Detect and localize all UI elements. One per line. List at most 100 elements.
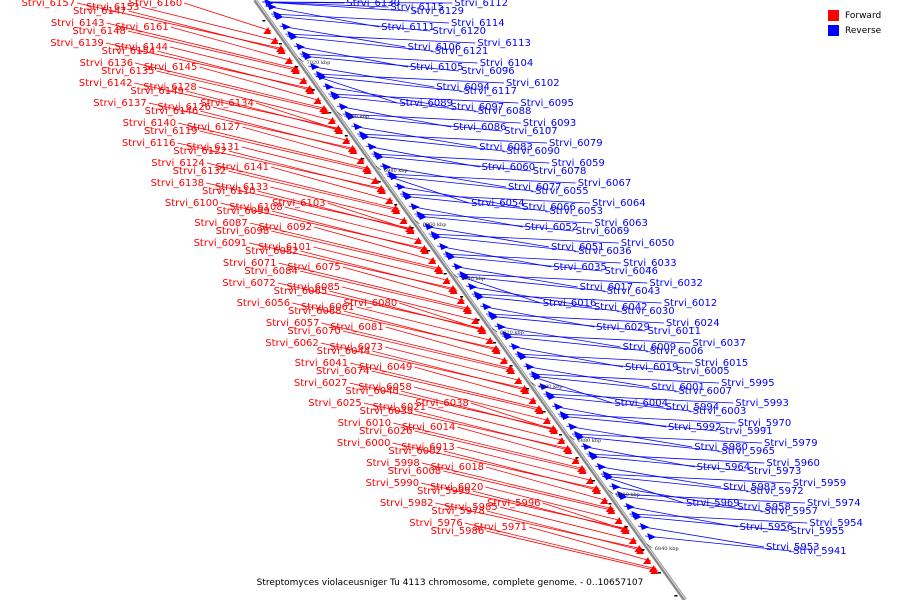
reverse-gene-label: Strvi_6094: [436, 82, 490, 93]
forward-gene-label: Strvi_5976: [409, 518, 463, 529]
reverse-gene-label: Strvi_5993: [735, 398, 789, 409]
axis-marker: [476, 319, 480, 321]
leader-line: [427, 406, 566, 442]
reverse-gene-label: Strvi_6043: [607, 286, 661, 297]
reverse-gene-label: Strvi_6105: [410, 62, 464, 73]
forward-gene-label: Strvi_6141: [216, 162, 270, 173]
forward-gene-glyph: [334, 127, 343, 134]
reverse-gene-label: Strvi_5970: [738, 418, 792, 429]
legend: Forward Reverse: [828, 8, 892, 38]
reverse-gene-label: Strvi_5973: [748, 466, 802, 477]
reverse-gene-glyph: [525, 363, 535, 370]
leader-line: [148, 102, 356, 150]
leader-line: [156, 70, 329, 112]
forward-gene-glyph: [491, 345, 500, 352]
leader-line: [443, 450, 601, 492]
reverse-gene-label: Strvi_6006: [650, 346, 704, 357]
reverse-gene-glyph: [301, 51, 311, 58]
axis-marker: [575, 457, 579, 459]
reverse-gene-label: Strvi_5995: [721, 378, 775, 389]
reverse-gene-label: Strvi_6011: [647, 326, 701, 337]
forward-gene-label: Strvi_6128: [143, 82, 197, 93]
leader-line: [499, 506, 637, 542]
forward-gene-label: Strvi_6103: [272, 198, 326, 209]
forward-gene-label: Strvi_6041: [295, 358, 349, 369]
reverse-gene-glyph: [359, 131, 369, 138]
reverse-gene-label: Strvi_6102: [506, 78, 560, 89]
axis-tick: [298, 57, 304, 63]
leader-line: [485, 486, 623, 522]
leader-line: [342, 330, 515, 372]
forward-gene-label: Strvi_6124: [151, 158, 205, 169]
axis-tick: [453, 273, 459, 279]
leader-line: [387, 175, 470, 204]
legend-reverse: Reverse: [828, 23, 892, 38]
reverse-gene-label: Strvi_6111: [381, 22, 435, 33]
forward-gene-label: Strvi_6108: [229, 202, 283, 213]
forward-gene-glyph: [433, 265, 442, 272]
reverse-gene-glyph: [424, 223, 434, 230]
leader-line: [557, 413, 736, 424]
forward-gene-label: Strvi_6072: [222, 278, 276, 289]
axis-marker: [410, 227, 414, 229]
forward-gene-label: Strvi_6073: [330, 342, 384, 353]
forward-gene-label: Strvi_6027: [294, 378, 348, 389]
leader-line: [177, 142, 385, 190]
leader-line: [220, 202, 428, 250]
forward-gene-label: Strvi_6135: [101, 66, 155, 77]
forward-gene-glyph: [370, 177, 379, 184]
forward-gene-label: Strvi_6137: [93, 98, 147, 109]
forward-gene-glyph: [342, 137, 351, 144]
forward-gene-glyph: [577, 465, 586, 472]
leader-line: [286, 35, 433, 52]
leader-line: [572, 433, 763, 444]
forward-gene-glyph: [263, 27, 272, 34]
axis-tick: [569, 435, 575, 441]
reverse-gene-label: Strvi_6106: [408, 42, 462, 53]
leader-line: [514, 353, 693, 364]
reverse-gene-label: Strvi_6042: [594, 302, 648, 313]
leader-line: [414, 366, 537, 402]
forward-gene-glyph: [276, 45, 285, 52]
leader-line: [271, 230, 444, 272]
reverse-gene-label: Strvi_6016: [543, 298, 597, 309]
axis-tick: [337, 111, 343, 117]
reverse-gene-label: Strvi_6032: [649, 278, 703, 289]
leader-line: [399, 302, 487, 332]
forward-gene-label: Strvi_6154: [102, 46, 156, 57]
leader-line: [529, 373, 720, 384]
forward-gene-label: Strvi_6140: [123, 118, 177, 129]
forward-gene-glyph: [319, 105, 328, 112]
forward-gene-glyph: [534, 405, 543, 412]
reverse-gene-label: Strvi_6090: [506, 146, 560, 157]
forward-gene-label: Strvi_6049: [359, 362, 413, 373]
forward-gene-label: Strvi_5985: [444, 502, 498, 513]
reverse-gene-label: Strvi_5994: [666, 402, 720, 413]
leader-line: [349, 382, 557, 430]
reverse-gene-label: Strvi_5979: [764, 438, 818, 449]
axis-marker: [559, 434, 563, 436]
leader-line: [242, 126, 365, 162]
forward-gene-glyph: [419, 245, 428, 252]
leader-line: [430, 235, 577, 252]
reverse-gene-glyph: [596, 463, 606, 470]
forward-gene-label: Strvi_6013: [401, 442, 455, 453]
forward-gene-label: Strvi_5982: [380, 498, 434, 509]
forward-gene-label: Strvi_6153: [86, 2, 140, 13]
reverse-gene-glyph: [324, 83, 334, 90]
reverse-gene-glyph: [639, 523, 649, 530]
reverse-gene-label: Strvi_5964: [697, 462, 751, 473]
forward-gene-glyph: [448, 285, 457, 292]
reverse-gene-label: Strvi_6055: [535, 186, 589, 197]
forward-gene-label: Strvi_6131: [186, 142, 240, 153]
reverse-gene-label: Strvi_6046: [604, 266, 658, 277]
leader-line: [241, 146, 379, 182]
leader-line: [487, 315, 646, 332]
forward-gene-glyph: [485, 337, 494, 344]
leader-line: [485, 466, 609, 502]
forward-gene-glyph: [347, 145, 356, 152]
leader-line: [401, 195, 548, 212]
axis-tick: [646, 543, 653, 549]
leader-line: [206, 182, 414, 230]
